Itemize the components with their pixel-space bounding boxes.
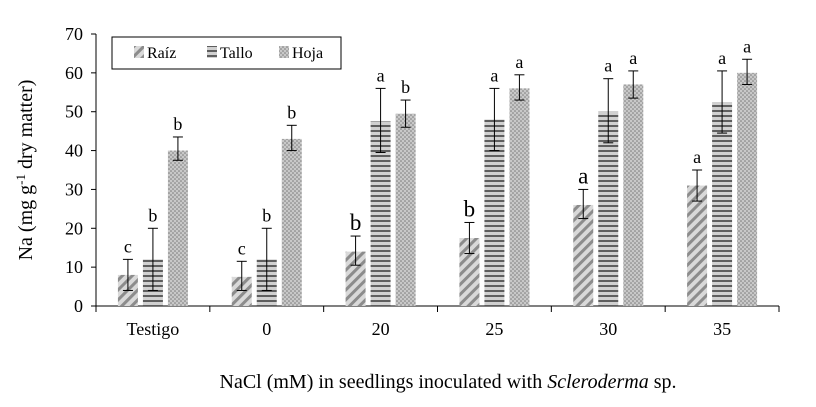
y-tick-label: 40: [65, 141, 83, 161]
legend-swatch-raiz: [134, 46, 144, 58]
y-tick-label: 10: [65, 257, 83, 277]
y-tick-label: 60: [65, 63, 83, 83]
bar: [459, 238, 480, 306]
bar: [395, 113, 416, 307]
legend-swatch-tallo: [207, 46, 217, 58]
significance-letter: b: [262, 205, 271, 225]
x-tick-label: 20: [372, 319, 390, 339]
significance-letter: b: [173, 114, 182, 134]
significance-letter: b: [148, 205, 157, 225]
bar: [623, 84, 644, 306]
legend: Raíz Tallo Hoja: [111, 36, 342, 70]
bar: [231, 276, 252, 306]
significance-letter: b: [350, 210, 362, 235]
bar-series: [117, 72, 758, 307]
bar: [167, 150, 188, 306]
significance-letter: b: [287, 102, 296, 122]
legend-swatch-hoja: [279, 46, 289, 58]
legend-label-tallo: Tallo: [220, 45, 253, 62]
x-axis-title: NaCl (mM) in seedlings inoculated with S…: [220, 371, 677, 393]
bar: [737, 72, 758, 306]
significance-letter: a: [490, 65, 498, 85]
significance-letter: a: [604, 56, 612, 76]
bar: [712, 102, 733, 306]
bar: [370, 121, 391, 306]
legend-label-raiz: Raíz: [147, 45, 176, 62]
significance-letter: a: [377, 65, 385, 85]
significance-letter: c: [124, 236, 132, 256]
significance-letter: a: [629, 48, 637, 68]
bar: [598, 111, 619, 306]
significance-letter: a: [578, 163, 588, 188]
significance-letter: c: [238, 238, 246, 258]
y-tick-label: 20: [65, 218, 83, 238]
legend-box: [111, 36, 342, 70]
legend-label-hoja: Hoja: [292, 45, 323, 62]
y-tick-label: 70: [65, 24, 83, 44]
y-axis-title: Na (mg g-1 dry matter): [13, 80, 38, 261]
y-tick-label: 50: [65, 102, 83, 122]
significance-letter: b: [464, 196, 476, 221]
bar: [687, 185, 708, 306]
x-tick-label: 0: [262, 319, 271, 339]
bar: [281, 138, 302, 306]
significance-letter: a: [693, 147, 701, 167]
x-tick-label: 35: [713, 319, 731, 339]
bar: [573, 204, 594, 306]
x-axis: Testigo 0 20 25 30 35: [95, 305, 780, 339]
y-axis: 0 10 20 30 40 50 60 70: [65, 24, 97, 316]
error-bars: [122, 58, 753, 291]
significance-letter: b: [401, 77, 410, 97]
bar: [484, 119, 505, 306]
significance-letter: a: [743, 36, 751, 56]
significance-letter: a: [718, 48, 726, 68]
x-tick-label: 30: [599, 319, 617, 339]
significance-letter: a: [515, 52, 523, 72]
y-tick-label: 30: [65, 179, 83, 199]
x-tick-label: 25: [485, 319, 503, 339]
y-tick-label: 0: [74, 296, 83, 316]
x-tick-label: Testigo: [127, 319, 180, 339]
bar: [509, 88, 530, 307]
